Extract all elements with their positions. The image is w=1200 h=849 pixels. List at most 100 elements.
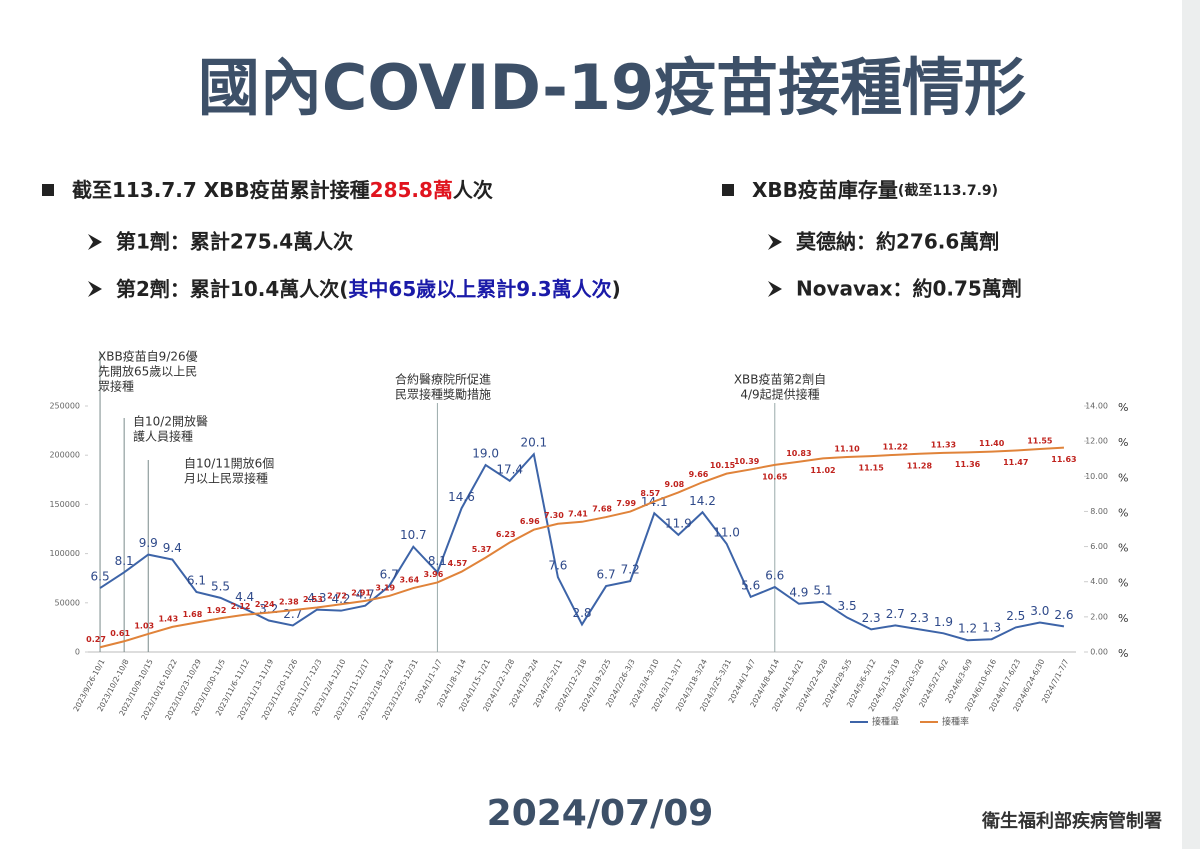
- annotation: XBB疫苗第2劑自: [734, 372, 826, 387]
- annotation: 先開放65歲以上民: [98, 364, 197, 379]
- y-tick-label: 200000: [49, 451, 80, 460]
- count-label: 2.3: [910, 611, 929, 625]
- y-tick-label: 50000: [55, 598, 80, 607]
- highlight: 其中65歲以上累計9.3萬人次: [348, 277, 611, 301]
- rate-label: 7.30: [544, 511, 564, 520]
- y2-unit: %: [1118, 577, 1128, 590]
- rate-label: 2.38: [279, 598, 299, 607]
- count-label: 4.4: [235, 590, 254, 604]
- y2-unit: %: [1118, 436, 1128, 449]
- bullet-sub: Novavax：約0.75萬劑: [796, 277, 1022, 301]
- bullet-sub: 第2劑：累計10.4萬人次(其中65歲以上累計9.3萬人次): [116, 277, 621, 301]
- count-label: 1.3: [982, 621, 1001, 635]
- rate-label: 0.61: [110, 629, 130, 638]
- annotation: 月以上民眾接種: [184, 471, 268, 486]
- annotation: 合約醫療院所促進: [395, 372, 491, 387]
- y-tick-label: 150000: [49, 500, 80, 509]
- count-label: 8.1: [428, 554, 447, 568]
- bullet-main: XBB疫苗庫存量(截至113.7.9): [752, 178, 998, 202]
- note: (截至113.7.9): [898, 182, 998, 199]
- count-label: 17.4: [496, 462, 523, 476]
- annotation: 自10/11開放6個: [184, 456, 274, 471]
- rate-label: 5.37: [472, 545, 492, 554]
- count-label: 6.7: [380, 568, 399, 582]
- rate-label: 3.19: [375, 583, 395, 592]
- arrow-bullet: [768, 281, 782, 297]
- y2-unit: %: [1118, 647, 1128, 660]
- rate-label: 10.83: [786, 449, 811, 458]
- rate-label: 7.99: [616, 499, 636, 508]
- count-label: 2.6: [1054, 608, 1073, 622]
- y2-unit: %: [1118, 401, 1128, 414]
- rate-label: 3.64: [399, 576, 419, 585]
- y2-tick-label: 0.00: [1090, 648, 1108, 657]
- text: 截至113.7.7 XBB疫苗累計接種: [72, 178, 370, 202]
- rate-label: 11.15: [859, 464, 885, 473]
- count-label: 5.6: [741, 578, 760, 592]
- y2-unit: %: [1118, 542, 1128, 555]
- rate-label: 9.08: [665, 480, 685, 489]
- annotation: 護人員接種: [133, 429, 193, 444]
- rate-label: 10.15: [710, 461, 736, 470]
- y2-unit: %: [1118, 471, 1128, 484]
- y-tick-label: 100000: [49, 549, 80, 558]
- count-label: 9.4: [163, 541, 182, 555]
- y2-tick-label: 4.00: [1090, 577, 1108, 586]
- y2-unit: %: [1118, 506, 1128, 519]
- legend-label: 接種率: [942, 716, 969, 728]
- count-label: 8.1: [115, 554, 134, 568]
- date: 2024/07/09: [487, 793, 714, 834]
- rate-label: 6.23: [496, 530, 516, 539]
- rate-label: 11.33: [931, 440, 956, 449]
- count-label: 6.1: [187, 573, 206, 587]
- y2-unit: %: [1118, 612, 1128, 625]
- count-label: 11.9: [665, 516, 692, 530]
- rate-label: 10.65: [762, 472, 788, 481]
- rate-label: 1.92: [207, 606, 227, 615]
- rate-label: 2.53: [303, 595, 323, 604]
- rate-label: 2.24: [255, 600, 275, 609]
- highlight: 285.8萬: [370, 178, 453, 202]
- y2-tick-label: 2.00: [1090, 612, 1108, 621]
- bullet-sub: 莫德納：約276.6萬劑: [795, 230, 999, 254]
- rate-label: 1.43: [158, 614, 178, 623]
- count-label: 19.0: [472, 447, 499, 461]
- y2-tick-label: 12.00: [1085, 437, 1108, 446]
- count-label: 7.2: [621, 563, 640, 577]
- count-label: 3.5: [838, 599, 857, 613]
- annotation: 民眾接種獎勵措施: [395, 387, 491, 402]
- annotation: 自10/2開放醫: [133, 414, 208, 429]
- count-label: 4.3: [307, 591, 326, 605]
- rate-label: 11.36: [955, 460, 981, 469]
- count-label: 7.6: [548, 559, 567, 573]
- arrow-bullet: [768, 234, 782, 250]
- count-label: 5.1: [813, 583, 832, 597]
- count-label: 11.0: [713, 525, 740, 539]
- rate-label: 2.91: [351, 588, 371, 597]
- bullet-main: 截至113.7.7 XBB疫苗累計接種285.8萬人次: [72, 178, 493, 202]
- chart: 0 50000 100000 150000 200000 250000 0.00 % 2.00%…: [49, 349, 1128, 728]
- text: 第2劑：累計10.4萬人次(: [116, 277, 348, 301]
- rate-label: 11.55: [1027, 437, 1053, 446]
- count-label: 1.2: [958, 622, 977, 636]
- count-label: 6.6: [765, 569, 784, 583]
- rate-label: 11.28: [907, 461, 933, 470]
- count-label: 1.9: [934, 615, 953, 629]
- rate-label: 2.12: [231, 602, 251, 611]
- count-label: 14.2: [689, 494, 716, 508]
- rate-label: 1.68: [183, 610, 203, 619]
- count-label: 2.3: [862, 611, 881, 625]
- count-label: 20.1: [520, 436, 547, 450]
- rate-label: 11.22: [883, 442, 908, 451]
- rate-label: 11.10: [834, 444, 860, 453]
- side-strip: [1182, 0, 1200, 849]
- y-tick-label: 0: [75, 648, 80, 657]
- count-label: 2.7: [886, 607, 905, 621]
- rate-label: 10.39: [734, 457, 760, 466]
- rate-label: 1.03: [134, 621, 154, 630]
- organization: 衛生福利部疾病管制署: [981, 810, 1162, 832]
- count-label: 4.9: [789, 585, 808, 599]
- count-label: 2.5: [1006, 609, 1025, 623]
- count-label: 6.5: [91, 570, 110, 584]
